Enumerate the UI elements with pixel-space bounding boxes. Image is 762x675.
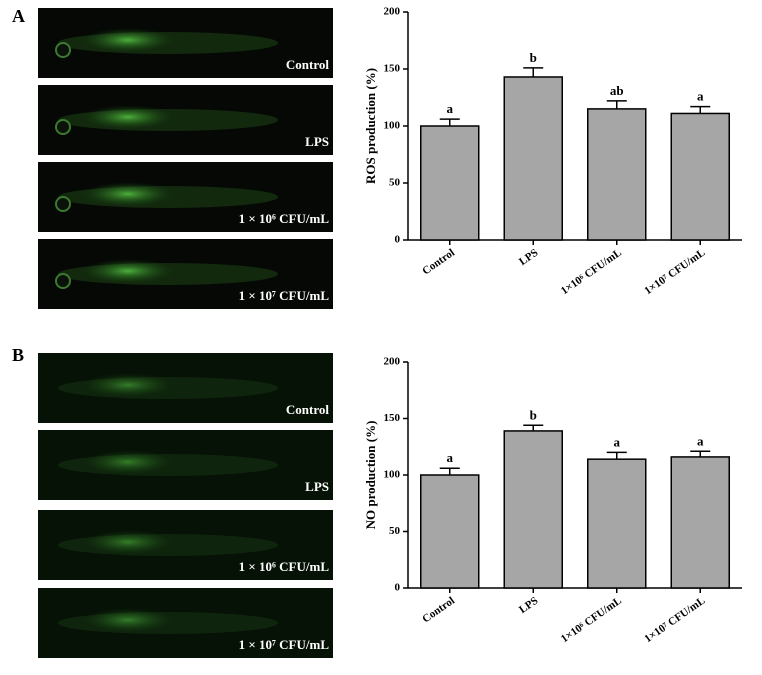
y-tick-label: 200 — [384, 6, 401, 18]
fish-glow — [83, 28, 173, 52]
significance-letter: b — [530, 50, 537, 65]
bar — [587, 108, 647, 241]
panel-label: A — [12, 6, 25, 26]
y-tick-label: 200 — [384, 356, 401, 368]
fish-eye — [55, 42, 71, 58]
bar — [503, 76, 563, 241]
y-tick-label: 0 — [395, 234, 401, 246]
fish-glow — [83, 373, 173, 397]
y-tick-label: 150 — [384, 412, 401, 424]
y-tick-label: 50 — [389, 525, 401, 537]
significance-letter: b — [530, 407, 537, 422]
bar — [420, 474, 480, 589]
x-tick-label: LPS — [517, 595, 540, 616]
y-tick-label: 100 — [384, 120, 401, 132]
fish-glow — [83, 259, 173, 283]
x-tick-label: LPS — [517, 247, 540, 268]
fish-glow — [83, 530, 173, 554]
x-tick-label: 1×10⁶ CFU/mL — [559, 595, 624, 646]
image-caption: LPS — [305, 134, 329, 149]
x-tick-label: 1×10⁷ CFU/mL — [642, 595, 707, 646]
bar — [420, 125, 480, 241]
fish-glow — [83, 608, 173, 632]
significance-letter: ab — [610, 83, 624, 98]
panel-label: B — [12, 345, 24, 365]
image-caption: 1 × 10⁶ CFU/mL — [239, 211, 330, 226]
y-tick-label: 100 — [384, 469, 401, 481]
image-caption: LPS — [305, 479, 329, 494]
bar — [587, 458, 647, 589]
fish-glow — [83, 182, 173, 206]
x-tick-label: Control — [420, 595, 457, 626]
y-tick-label: 50 — [389, 177, 401, 189]
bar — [503, 430, 563, 589]
y-tick-label: 0 — [395, 582, 401, 594]
fish-glow — [83, 450, 173, 474]
x-tick-label: Control — [420, 247, 457, 278]
fish-eye — [55, 196, 71, 212]
significance-letter: a — [447, 450, 454, 465]
image-caption: Control — [286, 57, 329, 72]
fish-glow — [83, 105, 173, 129]
image-caption: 1 × 10⁷ CFU/mL — [239, 288, 330, 303]
image-caption: 1 × 10⁷ CFU/mL — [239, 637, 330, 652]
bar — [670, 456, 730, 589]
x-tick-label: 1×10⁷ CFU/mL — [642, 247, 707, 298]
significance-letter: a — [697, 89, 704, 104]
image-caption: Control — [286, 402, 329, 417]
significance-letter: a — [447, 101, 454, 116]
y-tick-label: 150 — [384, 63, 401, 75]
fish-eye — [55, 273, 71, 289]
x-tick-label: 1×10⁶ CFU/mL — [559, 247, 624, 298]
y-axis-label: NO production (%) — [363, 421, 378, 530]
significance-letter: a — [697, 433, 704, 448]
bar — [670, 112, 730, 241]
fish-eye — [55, 119, 71, 135]
y-axis-label: ROS production (%) — [363, 68, 378, 184]
image-caption: 1 × 10⁶ CFU/mL — [239, 559, 330, 574]
significance-letter: a — [614, 434, 621, 449]
